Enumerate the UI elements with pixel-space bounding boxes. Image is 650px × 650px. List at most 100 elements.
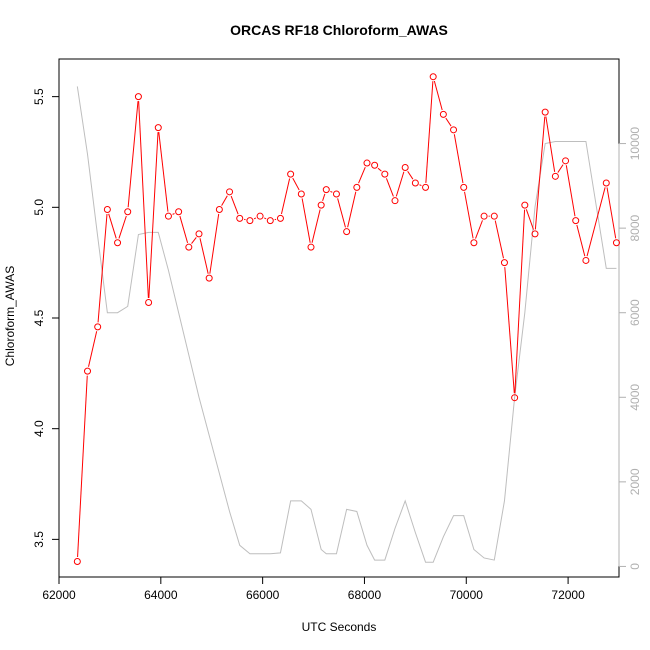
data-point: [602, 179, 610, 187]
primary-series-segment: [88, 331, 98, 367]
primary-series-segment: [179, 215, 189, 243]
data-point: [411, 179, 419, 187]
primary-series-segment: [557, 164, 564, 173]
primary-series-segment: [108, 213, 117, 239]
x-tick-label: 68000: [348, 588, 382, 602]
primary-series-segment: [576, 224, 586, 257]
primary-series-segment: [292, 177, 300, 191]
primary-series-segment: [464, 191, 474, 239]
data-point: [521, 201, 529, 209]
data-point: [195, 230, 203, 238]
data-point: [531, 230, 539, 238]
primary-series-segment: [514, 209, 526, 394]
data-point: [460, 183, 468, 191]
primary-series-segment: [118, 215, 127, 239]
primary-series-segment: [347, 191, 357, 228]
x-axis: 62000 64000 66000 68000 70000 72000: [42, 576, 585, 602]
data-point: [103, 206, 111, 214]
data-point: [439, 110, 447, 118]
data-point: [266, 217, 274, 225]
data-point: [256, 212, 264, 220]
primary-series-segment: [330, 190, 333, 193]
secondary-series-line: [76, 86, 617, 563]
y-tick-label: 5.5: [32, 88, 46, 105]
primary-series-segment: [534, 116, 546, 230]
primary-series-segment: [504, 267, 515, 394]
primary-series-segment: [301, 198, 311, 243]
data-point: [401, 163, 409, 171]
data-point: [114, 239, 122, 247]
primary-series-segment: [199, 238, 209, 274]
primary-series: [73, 73, 620, 566]
primary-series-segment: [433, 80, 443, 111]
data-point: [332, 190, 340, 198]
x-tick-label: 70000: [450, 588, 484, 602]
data-point: [322, 186, 330, 194]
data-point: [134, 93, 142, 101]
data-point: [551, 172, 559, 180]
primary-series-segment: [545, 116, 556, 172]
data-point: [226, 188, 234, 196]
primary-series-segment: [385, 178, 394, 197]
data-point: [145, 299, 153, 307]
y2-tick-label: 2000: [628, 468, 642, 495]
x-tick-label: 64000: [144, 588, 178, 602]
primary-series-segment: [377, 167, 382, 172]
primary-series-segment: [280, 178, 291, 215]
data-point: [429, 73, 437, 81]
primary-series-segment: [322, 193, 326, 201]
y2-tick-label: 8000: [628, 214, 642, 241]
data-point: [154, 124, 162, 132]
primary-series-segment: [395, 171, 405, 197]
primary-series-segment: [148, 132, 159, 299]
data-point: [276, 214, 284, 222]
data-point: [541, 108, 549, 116]
data-point: [371, 161, 379, 169]
y2-tick-label: 6000: [628, 299, 642, 326]
y2-tick-label: 0: [628, 563, 642, 570]
primary-series-segment: [445, 117, 452, 127]
data-point: [317, 201, 325, 209]
data-point: [353, 183, 361, 191]
y-tick-label: 3.5: [32, 531, 46, 548]
data-point: [185, 243, 193, 251]
primary-series-segment: [127, 101, 139, 208]
primary-series-segment: [209, 213, 220, 274]
data-point: [94, 323, 102, 331]
primary-series-segment: [337, 198, 346, 228]
data-point: [500, 259, 508, 267]
primary-series-segment: [606, 187, 617, 239]
primary-series-segment: [138, 101, 149, 299]
primary-series-segment: [172, 213, 175, 215]
data-point: [490, 212, 498, 220]
data-point: [612, 239, 620, 247]
primary-series-segment: [453, 134, 464, 184]
primary-series-segment: [475, 220, 483, 239]
primary-series-segment: [565, 165, 576, 217]
data-point: [391, 197, 399, 205]
chart-title: ORCAS RF18 Chloroform_AWAS: [230, 22, 448, 38]
primary-series-segment: [264, 217, 267, 220]
data-point: [73, 558, 81, 566]
data-point: [287, 170, 295, 178]
primary-series-segment: [425, 81, 434, 183]
data-point: [215, 206, 223, 214]
data-point: [164, 212, 172, 220]
x-tick-label: 62000: [42, 588, 76, 602]
primary-series-segment: [97, 213, 108, 323]
primary-series-segment: [253, 217, 257, 220]
y2-tick-label: 4000: [628, 384, 642, 411]
primary-series-segment: [586, 187, 606, 257]
data-point: [363, 159, 371, 167]
y-tick-label: 4.0: [32, 420, 46, 437]
primary-series-segment: [158, 132, 169, 212]
data-point: [582, 256, 590, 264]
data-point: [84, 367, 92, 375]
data-point: [422, 183, 430, 191]
primary-series-segment: [419, 184, 422, 187]
data-point: [450, 126, 458, 134]
primary-series-segment: [525, 209, 534, 230]
data-point: [511, 394, 519, 402]
